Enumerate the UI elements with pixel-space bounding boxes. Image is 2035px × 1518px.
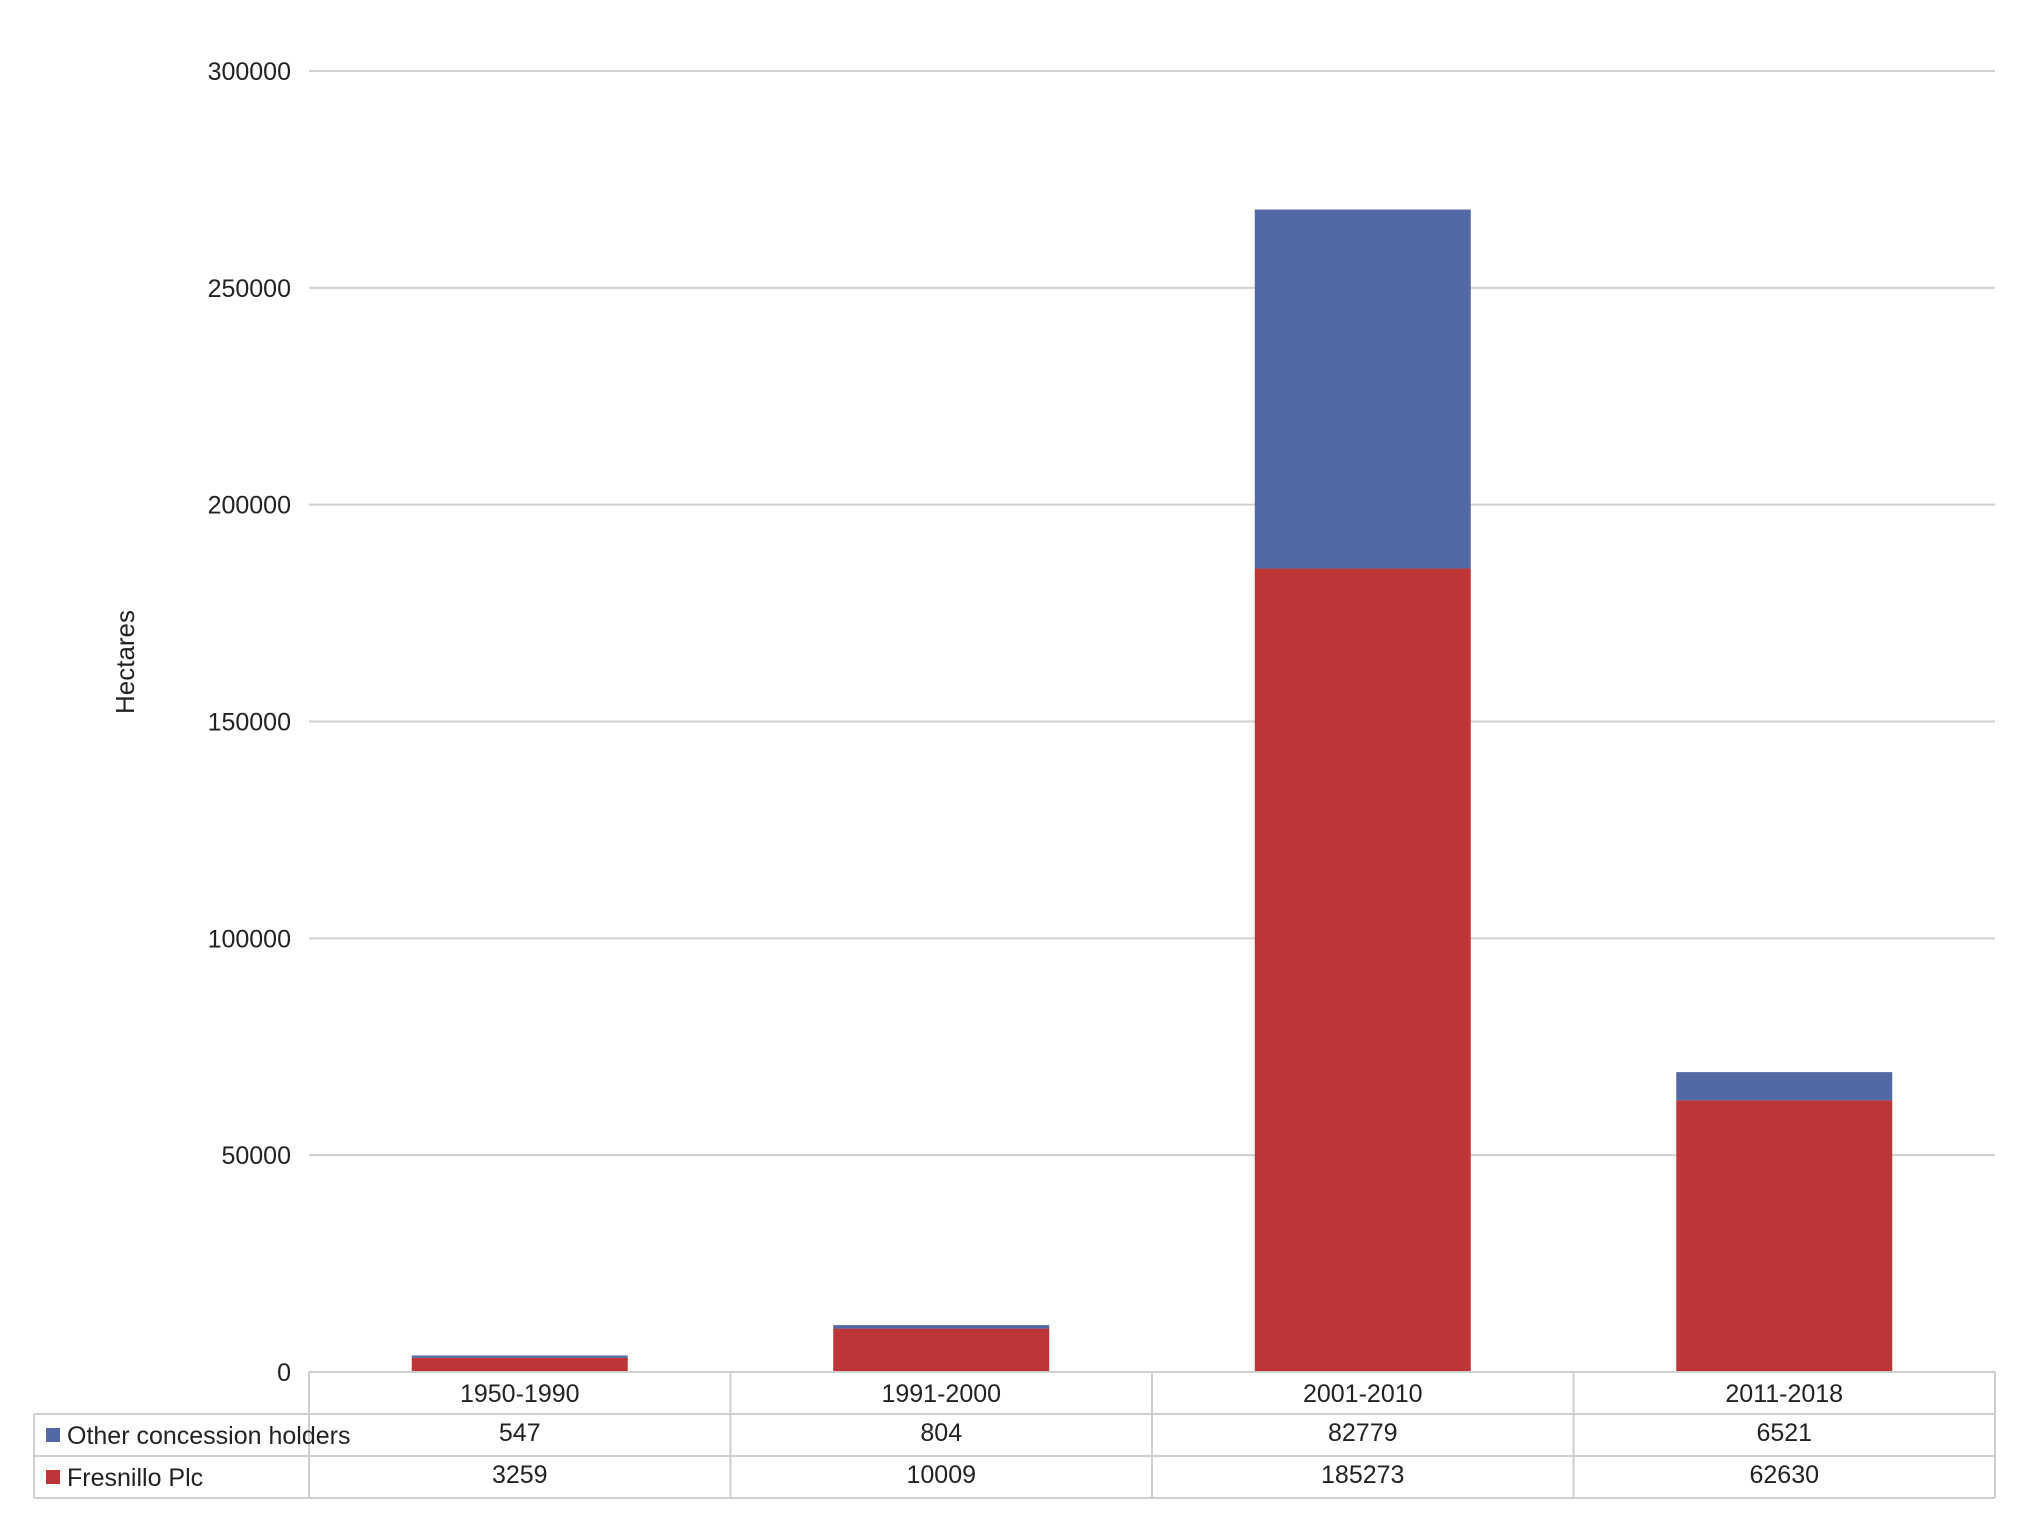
legend-label: Other concession holders <box>67 1422 350 1450</box>
data-label: 62630 <box>1749 1461 1819 1489</box>
x-tick-label: 2011-2018 <box>1725 1380 1843 1408</box>
data-table: 1950-1990 1991-2000 2001-2010 2011-2018 Othe… <box>33 1371 1996 1499</box>
y-tick-label: 150000 <box>208 709 291 737</box>
bar-segment <box>833 1325 1050 1329</box>
y-tick-label: 200000 <box>208 492 291 520</box>
bar-segment <box>1254 568 1471 1372</box>
data-label: 547 <box>499 1419 541 1447</box>
data-label: 10009 <box>906 1461 976 1489</box>
gridlines <box>309 70 1995 1157</box>
legend-key <box>46 1470 60 1484</box>
y-tick-label: 300000 <box>208 58 291 86</box>
data-label: 3259 <box>492 1461 548 1489</box>
data-label: 6521 <box>1756 1419 1812 1447</box>
x-tick-label: 2001-2010 <box>1303 1380 1423 1408</box>
legend-label: Fresnillo Plc <box>67 1464 203 1492</box>
bar-segment <box>1254 209 1471 569</box>
x-tick-label: 1991-2000 <box>881 1380 1001 1408</box>
bar-segment <box>411 1357 628 1372</box>
y-tick-label: 250000 <box>208 275 291 303</box>
bar-segment <box>1676 1100 1893 1372</box>
legend-key <box>46 1428 60 1442</box>
x-tick-label: 1950-1990 <box>460 1380 580 1408</box>
y-axis: 0 50000 100000 150000 200000 250000 300000 <box>208 58 291 1387</box>
y-tick-label: 0 <box>277 1359 291 1387</box>
y-tick-label: 50000 <box>221 1142 291 1170</box>
bar-segment <box>411 1355 628 1358</box>
bar-segment <box>1676 1072 1893 1101</box>
data-label: 185273 <box>1321 1461 1404 1489</box>
y-tick-label: 100000 <box>208 925 291 953</box>
data-label: 804 <box>920 1419 962 1447</box>
y-axis-label: Hectares <box>110 610 140 714</box>
data-label: 82779 <box>1328 1419 1398 1447</box>
bars <box>411 209 1893 1372</box>
bar-segment <box>833 1328 1050 1372</box>
